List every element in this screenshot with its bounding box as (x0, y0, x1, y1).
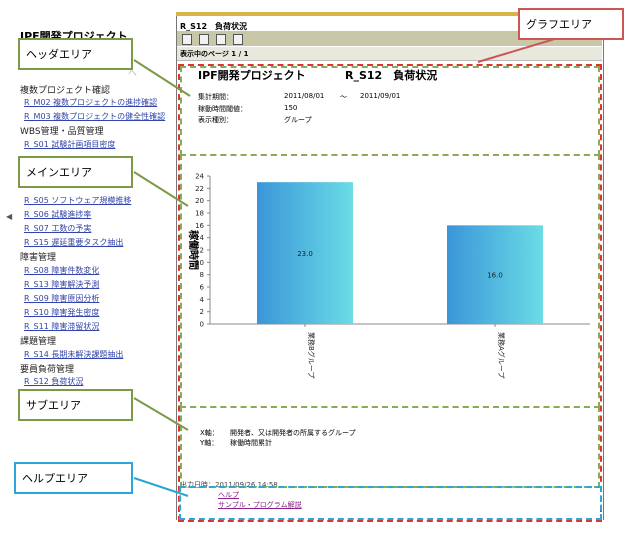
display-type-value: グループ (284, 116, 312, 124)
nav-link-r-s07[interactable]: R_S07 工数の予実 (24, 224, 92, 233)
nav-link-r-s09[interactable]: R_S09 障害原因分析 (24, 294, 100, 303)
bar-value-label: 16.0 (487, 272, 503, 280)
x-axis-description: 開発者、又は開発者の所属するグループ (230, 429, 356, 437)
nav-link-r-s01[interactable]: R_S01 試験計画項目密度 (24, 140, 116, 149)
nav-link-r-s13[interactable]: R_S13 障害解決予測 (24, 280, 100, 289)
bar-1 (257, 182, 353, 324)
threshold-label: 稼動時間閾値： (198, 105, 247, 113)
print-icon[interactable] (199, 34, 209, 45)
callout-sub-area: サブエリア (18, 389, 133, 421)
period-to: 2011/09/01 (360, 92, 401, 100)
nav-link-r-s08[interactable]: R_S08 障害件数変化 (24, 266, 100, 275)
sub-area-leader (133, 397, 189, 431)
main-area-leader (133, 171, 189, 207)
nav-link-r-s10[interactable]: R_S10 障害発生密度 (24, 308, 100, 317)
callout-header-area: ヘッダエリア (18, 38, 133, 70)
x-axis-label: X軸： (200, 429, 219, 437)
callout-graph-area: グラフエリア (518, 8, 624, 40)
y-tick-label: 4 (200, 296, 205, 304)
header-area-leader (133, 59, 191, 97)
x-tick-label: 業務Aグループ (497, 332, 506, 378)
nav-link-r-s06[interactable]: R_S06 試験進捗率 (24, 210, 92, 219)
page-indicator: 表示中のページ 1 / 1 (180, 50, 249, 58)
output-datetime: 出力日時：2011/09/26 14:58 (180, 481, 278, 489)
display-type-label: 表示種別： (198, 116, 233, 124)
y-axis-title: 稼働時間 (187, 230, 200, 270)
period-separator: ～ (340, 93, 347, 101)
save-icon[interactable] (216, 34, 226, 45)
period-label: 集計期間： (198, 93, 233, 101)
collapse-left-icon[interactable]: ◀ (6, 212, 13, 221)
help-area-leader (133, 477, 189, 497)
graph-area-leader (477, 37, 559, 63)
report-frame-top-bar (176, 12, 603, 16)
period-from: 2011/08/01 (284, 92, 325, 100)
y-tick-label: 18 (195, 210, 204, 218)
y-tick-label: 24 (195, 173, 204, 181)
sample-program-link[interactable]: サンプル・プログラム解説 (218, 501, 302, 509)
report-tab-title: R_S12 負荷状況 (180, 22, 248, 31)
y-axis-description: 稼働時間累計 (230, 439, 272, 447)
y-tick-label: 14 (195, 234, 204, 242)
nav-link-r-s15[interactable]: R_S15 遅延重要タスク抽出 (24, 238, 124, 247)
report-code-title: R_S12 負荷状況 (345, 69, 438, 82)
y-tick-label: 6 (200, 284, 205, 292)
nav-link-r-m03[interactable]: R_M03 複数プロジェクトの健全性確認 (24, 112, 166, 121)
nav-link-r-s12[interactable]: R_S12 負荷状況 (24, 377, 84, 386)
y-tick-label: 0 (200, 321, 204, 329)
y-tick-label: 10 (195, 259, 204, 267)
report-project-name: IPF開発プロジェクト (198, 69, 306, 82)
report-frame (176, 12, 604, 520)
nav-heading-multi: 複数プロジェクト確認 (20, 86, 111, 96)
nav-heading-bug: 障害管理 (20, 253, 57, 263)
nav-link-r-m02[interactable]: R_M02 複数プロジェクトの進捗確認 (24, 98, 158, 107)
help-link[interactable]: ヘルプ (218, 491, 239, 499)
callout-help-area: ヘルプエリア (14, 462, 133, 494)
nav-heading-wbs: WBS管理・品質管理 (20, 127, 104, 137)
threshold-value: 150 (284, 104, 298, 112)
bar-value-label: 23.0 (297, 250, 313, 258)
export-icon[interactable] (182, 34, 192, 45)
y-tick-label: 22 (195, 185, 204, 193)
help-area-outline (179, 486, 602, 520)
nav-heading-issue: 課題管理 (20, 337, 57, 347)
y-tick-label: 16 (195, 222, 204, 230)
nav-link-r-s11[interactable]: R_S11 障害滞留状況 (24, 322, 100, 331)
bar-2 (447, 225, 543, 324)
nav-partial-text: ヘ (128, 69, 138, 79)
y-tick-label: 20 (195, 197, 204, 205)
report-toolbar (177, 31, 602, 46)
y-tick-label: 2 (200, 308, 204, 316)
callout-main-area: メインエリア (18, 156, 133, 188)
graph-area-outline (178, 64, 602, 522)
y-tick-label: 12 (195, 247, 204, 255)
nav-link-r-s14[interactable]: R_S14 長期未解決課題抽出 (24, 350, 124, 359)
y-axis-label: Y軸： (200, 439, 219, 447)
y-tick-label: 8 (200, 271, 204, 279)
x-tick-label: 業務Bグループ (307, 332, 316, 378)
document-icon[interactable] (233, 34, 243, 45)
nav-link-r-s05[interactable]: R_S05 ソフトウェア規模推移 (24, 196, 132, 205)
nav-heading-load: 要員負荷管理 (20, 365, 75, 375)
